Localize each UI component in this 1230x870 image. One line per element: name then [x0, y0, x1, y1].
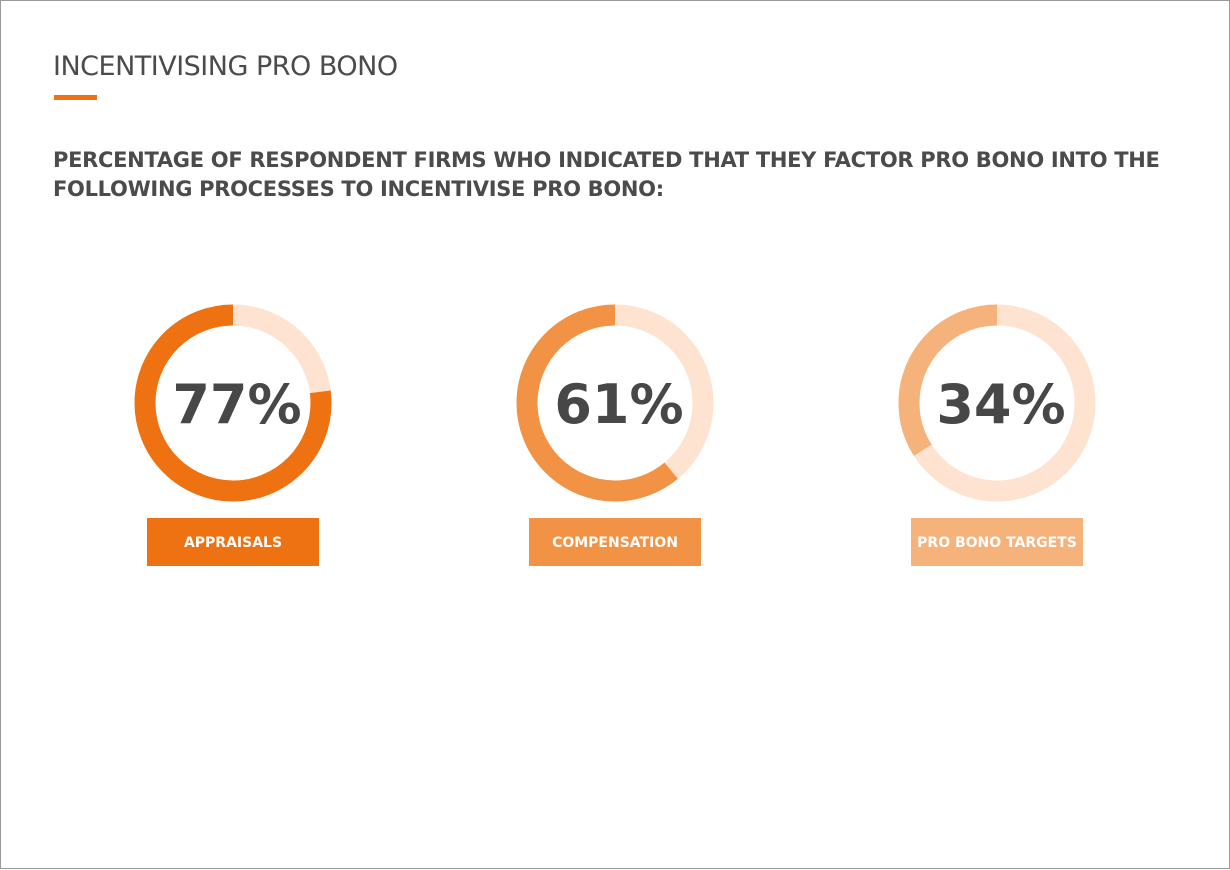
donut-value-arc-pro-bono-targets — [898, 304, 1096, 502]
donut-compensation: 61% COMPENSATION — [516, 304, 714, 566]
category-label-compensation: COMPENSATION — [552, 535, 678, 551]
category-label-pro-bono-targets: PRO BONO TARGETS — [917, 535, 1077, 551]
category-label-box-compensation — [529, 518, 701, 566]
category-label-appraisals: APPRAISALS — [184, 535, 282, 551]
title-underline — [54, 95, 97, 100]
percentage-label-pro-bono-targets: 34% — [936, 373, 1065, 436]
percentage-label-appraisals: 77% — [172, 373, 301, 436]
page-title: INCENTIVISING PRO BONO — [53, 51, 398, 82]
donut-pro-bono-targets: 34% PRO BONO TARGETS — [898, 304, 1096, 566]
category-label-box-appraisals — [147, 518, 319, 566]
chart-subtitle: PERCENTAGE OF RESPONDENT FIRMS WHO INDIC… — [53, 148, 1160, 201]
category-label-box-pro-bono-targets — [911, 518, 1083, 566]
percentage-label-compensation: 61% — [554, 373, 683, 436]
donut-appraisals: 77% APPRAISALS — [134, 304, 332, 566]
donut-value-arc-compensation — [516, 304, 714, 502]
donut-value-arc-appraisals — [134, 304, 332, 502]
